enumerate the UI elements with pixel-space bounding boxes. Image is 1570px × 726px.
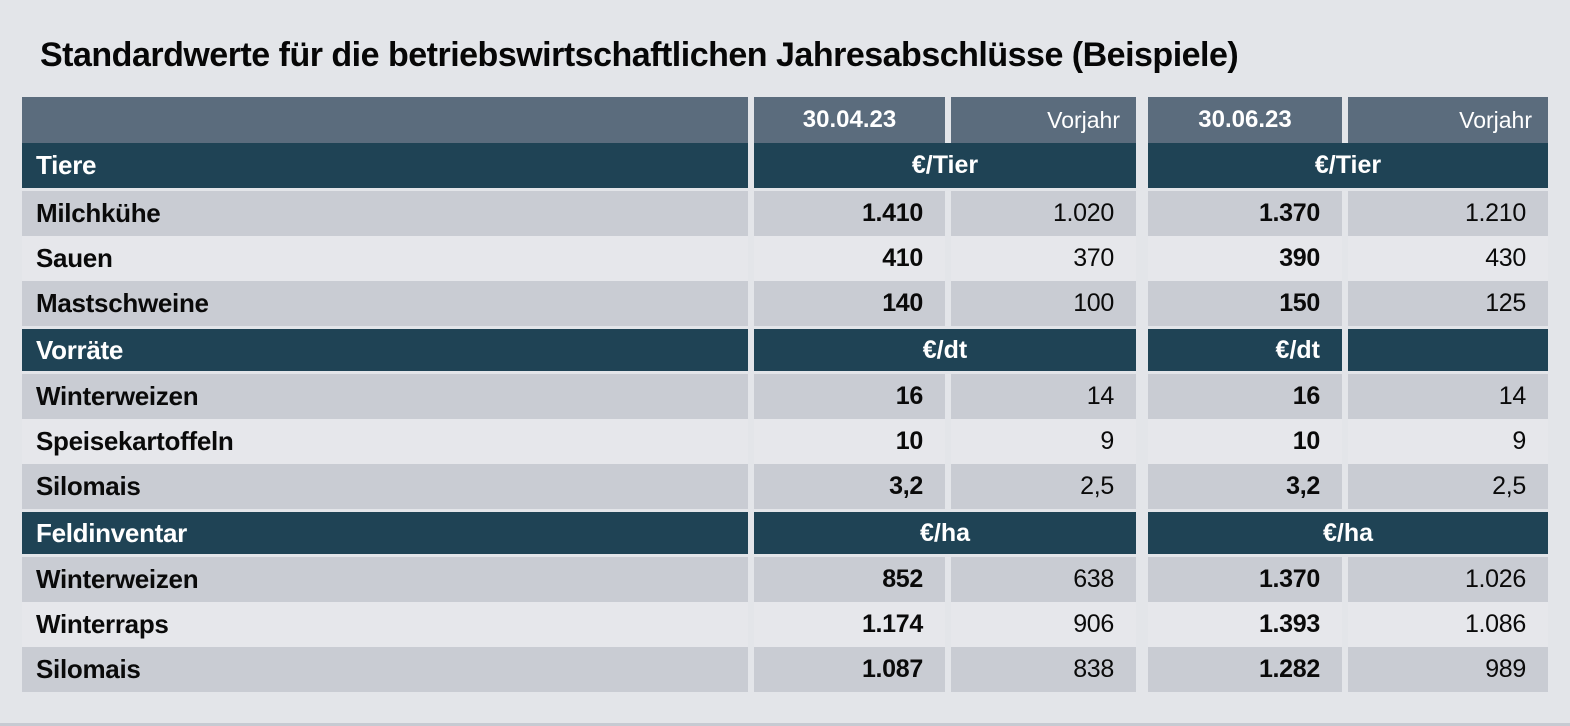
- column-header-date-2: 30.06.23: [1148, 97, 1342, 143]
- unit-cell-left: €/Tier: [754, 143, 1136, 188]
- value-current-1: 1.174: [754, 602, 945, 647]
- row-label: Silomais: [22, 647, 748, 692]
- value-vorjahr-2: 9: [1348, 419, 1548, 464]
- value-current-2: 1.370: [1148, 557, 1342, 602]
- column-group-divider: [1136, 374, 1148, 419]
- value-current-1: 10: [754, 419, 945, 464]
- value-current-2: 1.282: [1148, 647, 1342, 692]
- row-label: Winterweizen: [22, 557, 748, 602]
- column-group-divider: [1136, 464, 1148, 509]
- table-row-milchkuehe: Milchkühe 1.410 1.020 1.370 1.210: [22, 191, 1548, 236]
- unit-cell-left: €/ha: [754, 512, 1136, 554]
- value-current-1: 16: [754, 374, 945, 419]
- value-current-1: 3,2: [754, 464, 945, 509]
- value-current-1: 410: [754, 236, 945, 281]
- value-current-1: 1.410: [754, 191, 945, 236]
- value-vorjahr-1: 906: [951, 602, 1136, 647]
- value-current-1: 1.087: [754, 647, 945, 692]
- row-label: Silomais: [22, 464, 748, 509]
- section-label: Feldinventar: [22, 512, 748, 554]
- value-current-2: 1.393: [1148, 602, 1342, 647]
- section-label: Tiere: [22, 143, 748, 188]
- column-group-divider: [1136, 236, 1148, 281]
- column-group-divider: [1136, 557, 1148, 602]
- value-vorjahr-1: 9: [951, 419, 1136, 464]
- column-group-divider: [1136, 329, 1148, 371]
- value-current-2: 16: [1148, 374, 1342, 419]
- value-vorjahr-1: 2,5: [951, 464, 1136, 509]
- value-vorjahr-2: 1.086: [1348, 602, 1548, 647]
- column-group-divider: [1136, 647, 1148, 692]
- column-header-vorjahr-1: Vorjahr: [951, 97, 1136, 143]
- section-header-vorraete: Vorräte €/dt €/dt: [22, 329, 1548, 371]
- section-header-tiere: Tiere €/Tier €/Tier: [22, 143, 1548, 188]
- value-vorjahr-2: 1.026: [1348, 557, 1548, 602]
- value-vorjahr-2: 430: [1348, 236, 1548, 281]
- bottom-edge-line: [0, 723, 1570, 726]
- column-group-divider: [1136, 281, 1148, 326]
- row-label: Winterweizen: [22, 374, 748, 419]
- standard-values-table: 30.04.23 Vorjahr 30.06.23 Vorjahr Tiere …: [22, 97, 1548, 692]
- table-row-silomais-vorraete: Silomais 3,2 2,5 3,2 2,5: [22, 464, 1548, 509]
- value-vorjahr-1: 14: [951, 374, 1136, 419]
- value-current-2: 150: [1148, 281, 1342, 326]
- column-group-divider: [1136, 419, 1148, 464]
- column-group-divider: [1136, 602, 1148, 647]
- row-label: Milchkühe: [22, 191, 748, 236]
- unit-cell-right: €/dt: [1148, 329, 1342, 371]
- table-row-silomais-feld: Silomais 1.087 838 1.282 989: [22, 647, 1548, 692]
- unit-cell-left: €/dt: [754, 329, 1136, 371]
- unit-cell-right: €/ha: [1148, 512, 1548, 554]
- value-current-1: 140: [754, 281, 945, 326]
- column-header-date-1: 30.04.23: [754, 97, 945, 143]
- value-current-2: 3,2: [1148, 464, 1342, 509]
- value-current-2: 1.370: [1148, 191, 1342, 236]
- page-title: Standardwerte für die betriebswirtschaft…: [40, 36, 1239, 74]
- table-row-winterraps: Winterraps 1.174 906 1.393 1.086: [22, 602, 1548, 647]
- column-header-vorjahr-2: Vorjahr: [1348, 97, 1548, 143]
- unit-cell-empty: [1348, 329, 1548, 371]
- row-label: Mastschweine: [22, 281, 748, 326]
- row-label: Sauen: [22, 236, 748, 281]
- table-row-winterweizen-vorraete: Winterweizen 16 14 16 14: [22, 374, 1548, 419]
- header-empty-cell: [22, 97, 748, 143]
- column-group-divider: [1136, 143, 1148, 188]
- column-group-divider: [1136, 512, 1148, 554]
- table-row-speisekartoffeln: Speisekartoffeln 10 9 10 9: [22, 419, 1548, 464]
- value-vorjahr-2: 1.210: [1348, 191, 1548, 236]
- table-row-winterweizen-feld: Winterweizen 852 638 1.370 1.026: [22, 557, 1548, 602]
- column-group-divider: [1136, 191, 1148, 236]
- value-vorjahr-2: 125: [1348, 281, 1548, 326]
- column-group-divider: [1136, 97, 1148, 143]
- table-header-row: 30.04.23 Vorjahr 30.06.23 Vorjahr: [22, 97, 1548, 143]
- value-vorjahr-2: 14: [1348, 374, 1548, 419]
- value-vorjahr-1: 1.020: [951, 191, 1136, 236]
- unit-cell-right: €/Tier: [1148, 143, 1548, 188]
- table-row-mastschweine: Mastschweine 140 100 150 125: [22, 281, 1548, 326]
- row-label: Speisekartoffeln: [22, 419, 748, 464]
- value-vorjahr-2: 2,5: [1348, 464, 1548, 509]
- value-vorjahr-1: 100: [951, 281, 1136, 326]
- value-vorjahr-2: 989: [1348, 647, 1548, 692]
- value-vorjahr-1: 638: [951, 557, 1136, 602]
- value-current-1: 852: [754, 557, 945, 602]
- value-current-2: 10: [1148, 419, 1342, 464]
- value-current-2: 390: [1148, 236, 1342, 281]
- value-vorjahr-1: 370: [951, 236, 1136, 281]
- section-header-feldinventar: Feldinventar €/ha €/ha: [22, 512, 1548, 554]
- table-row-sauen: Sauen 410 370 390 430: [22, 236, 1548, 281]
- row-label: Winterraps: [22, 602, 748, 647]
- section-label: Vorräte: [22, 329, 748, 371]
- value-vorjahr-1: 838: [951, 647, 1136, 692]
